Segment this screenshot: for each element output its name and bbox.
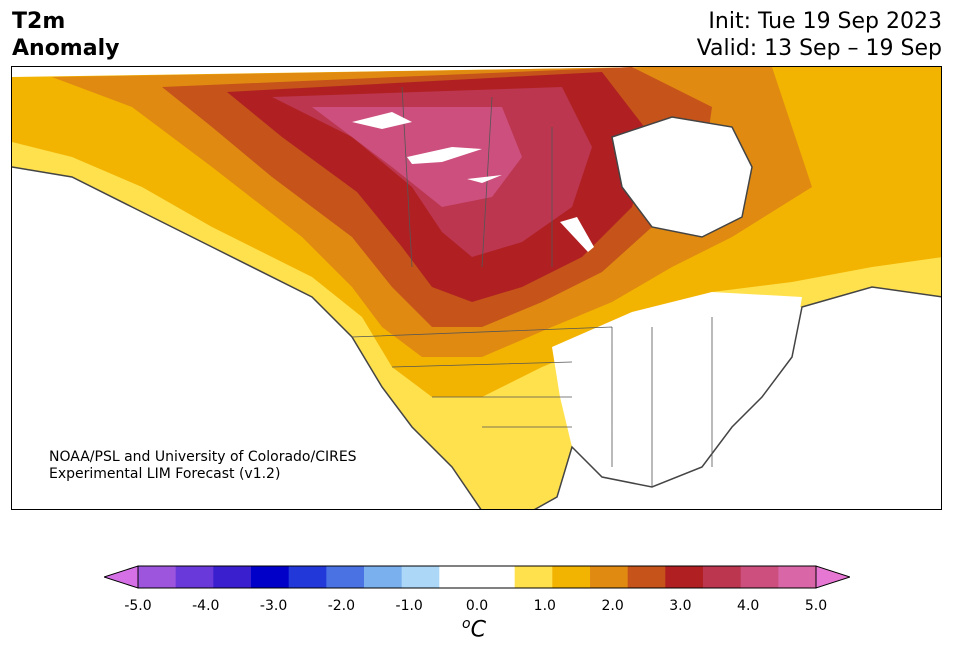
colorbar-cell xyxy=(477,566,516,588)
coastline xyxy=(12,116,941,509)
colorbar-cell xyxy=(514,566,553,588)
colorbar-tick-label: 0.0 xyxy=(465,598,489,614)
colorbar-outline xyxy=(137,565,817,589)
great-bear-lake xyxy=(352,112,412,129)
credit-line-2: Experimental LIM Forecast (v1.2) xyxy=(49,466,281,482)
credit-line-1: NOAA/PSL and University of Colorado/CIRE… xyxy=(49,449,357,465)
colorbar-tick-label: 4.0 xyxy=(737,598,760,614)
colorbar-cell xyxy=(439,566,478,588)
colorbar-cell xyxy=(175,566,214,588)
forecast-credit: NOAA/PSL and University of Colorado/CIRE… xyxy=(49,449,357,483)
colorbar-cell xyxy=(326,566,365,588)
colorbar-cell xyxy=(665,566,704,588)
lake-athabasca xyxy=(467,175,502,183)
anomaly-map xyxy=(11,66,942,510)
colorbar-tick-label: 5.0 xyxy=(804,598,828,614)
colorbar-cell xyxy=(401,566,440,588)
forecast-dates: Init: Tue 19 Sep 2023 Valid: 13 Sep – 19… xyxy=(697,8,942,62)
eastern-us-neutral xyxy=(552,292,802,487)
colorbar-tick-label: -2.0 xyxy=(327,598,356,614)
colorbar-cell xyxy=(703,566,742,588)
colorbar-cell xyxy=(251,566,290,588)
colorbar-cell xyxy=(627,566,666,588)
colorbar-cell xyxy=(288,566,327,588)
colorbar-cell xyxy=(778,566,817,588)
colorbar-cell xyxy=(364,566,403,588)
colorbar-cell xyxy=(138,566,177,588)
pacific-ocean xyxy=(12,167,481,509)
init-date: Init: Tue 19 Sep 2023 xyxy=(708,9,942,34)
title-line-2: Anomaly xyxy=(12,36,120,61)
hudson-bay xyxy=(612,117,752,237)
colorbar-max-extension xyxy=(815,565,850,589)
colorbar-cell xyxy=(552,566,591,588)
colorbar-min-extension xyxy=(104,565,139,589)
colorbar-tick-label: 1.0 xyxy=(533,598,556,614)
colorbar-tick-label: 2.0 xyxy=(601,598,624,614)
lake-winnipeg xyxy=(560,217,594,252)
title-line-1: T2m xyxy=(12,9,66,34)
valid-period: Valid: 13 Sep – 19 Sep xyxy=(696,36,942,61)
colorbar-tick-label: 3.0 xyxy=(669,598,692,614)
colorbar-tick-label: -5.0 xyxy=(124,598,152,614)
colorbar-cell xyxy=(213,566,252,588)
colorbar-tick-label: -1.0 xyxy=(395,598,423,614)
state-province-borders xyxy=(351,86,713,487)
colorbar xyxy=(104,565,850,589)
colorbar-cell xyxy=(740,566,779,588)
anomaly-map-canvas xyxy=(12,67,941,509)
colorbar-tick-label: -4.0 xyxy=(192,598,220,614)
colorbar-cell xyxy=(590,566,629,588)
great-slave-lake xyxy=(407,147,482,164)
map-title: T2m Anomaly xyxy=(12,8,119,62)
colorbar-unit: oC xyxy=(462,616,486,643)
colorbar-tick-label: -3.0 xyxy=(259,598,288,614)
